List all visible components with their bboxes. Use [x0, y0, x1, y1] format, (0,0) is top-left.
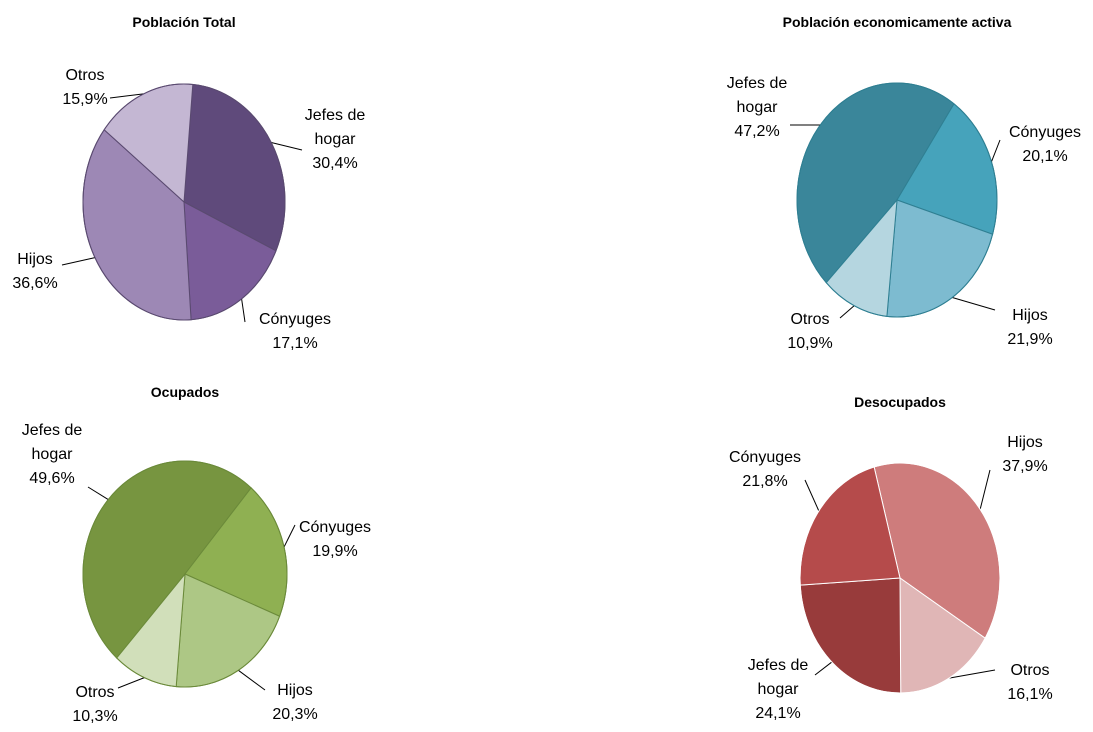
leader-line	[238, 669, 266, 691]
value-label: 20,3%	[272, 706, 318, 723]
chart-title: Ocupados	[150, 384, 220, 400]
value-label: 30,4%	[312, 155, 358, 172]
leader-line	[949, 669, 996, 679]
category-label: Cónyuges	[728, 449, 802, 466]
chart-title: Desocupados	[854, 394, 946, 410]
value-label: 10,9%	[787, 335, 833, 352]
leader-line	[979, 469, 991, 510]
category-label: Hijos	[277, 682, 313, 699]
leader-line	[61, 257, 96, 266]
chart-title: Población economicamente activa	[782, 14, 1012, 30]
category-label: Hijos	[1012, 307, 1048, 324]
category-label: Cónyuges	[298, 519, 372, 536]
value-label: 24,1%	[755, 705, 801, 722]
leader-line	[839, 305, 855, 319]
leader-line	[991, 139, 1001, 162]
slice-label: Hijos 20,3%	[253, 679, 337, 727]
category-label: Otros	[1010, 662, 1050, 679]
category-label: Jefes de hogar	[747, 657, 809, 698]
category-label: Otros	[75, 684, 115, 701]
value-label: 19,9%	[312, 543, 358, 560]
leader-line	[241, 298, 246, 323]
value-label: 36,6%	[12, 275, 58, 292]
value-label: 21,9%	[1007, 331, 1053, 348]
category-label: Hijos	[17, 251, 53, 268]
leader-line	[271, 142, 303, 151]
pie-outline	[799, 462, 1001, 694]
leader-line	[814, 661, 833, 676]
leader-line	[109, 93, 144, 99]
leader-line	[804, 479, 820, 512]
value-label: 17,1%	[272, 335, 318, 352]
slice-label: Jefes de hogar 30,4%	[293, 104, 377, 176]
leader-line	[952, 296, 996, 311]
value-label: 47,2%	[734, 123, 780, 140]
slice-label: Hijos 36,6%	[0, 248, 77, 296]
leader-line	[283, 524, 296, 548]
value-label: 16,1%	[1007, 686, 1053, 703]
category-label: Otros	[790, 311, 830, 328]
slice-label: Cónyuges 19,9%	[293, 516, 377, 564]
slice-label: Hijos 21,9%	[988, 304, 1072, 352]
value-label: 37,9%	[1002, 458, 1048, 475]
value-label: 10,3%	[72, 708, 118, 725]
value-label: 20,1%	[1022, 148, 1068, 165]
leader-line	[87, 486, 109, 501]
category-label: Cónyuges	[1008, 124, 1082, 141]
slice-label: Jefes de hogar 49,6%	[10, 419, 94, 491]
category-label: Jefes de hogar	[21, 422, 83, 463]
pie-outline	[82, 83, 286, 321]
slice-label: Otros 10,9%	[768, 308, 852, 356]
slice-label: Cónyuges 21,8%	[723, 446, 807, 494]
slice-label: Cónyuges 17,1%	[253, 308, 337, 356]
category-label: Jefes de hogar	[304, 107, 366, 148]
slice-label: Otros 10,3%	[53, 681, 137, 729]
slice-label: Hijos 37,9%	[983, 431, 1067, 479]
chart-title: Población Total	[132, 14, 236, 30]
category-label: Jefes de hogar	[726, 75, 788, 116]
slice-label: Otros 16,1%	[988, 659, 1072, 707]
category-label: Hijos	[1007, 434, 1043, 451]
value-label: 21,8%	[742, 473, 788, 490]
category-label: Otros	[65, 67, 105, 84]
value-label: 49,6%	[29, 470, 75, 487]
slice-label: Cónyuges 20,1%	[1003, 121, 1087, 169]
leader-line	[117, 677, 145, 689]
slice-label: Jefes de hogar 47,2%	[715, 72, 799, 144]
category-label: Cónyuges	[258, 311, 332, 328]
value-label: 15,9%	[62, 91, 108, 108]
pie-outline	[82, 460, 288, 688]
pie-outline	[796, 82, 998, 318]
slice-label: Jefes de hogar 24,1%	[736, 654, 820, 726]
slice-label: Otros 15,9%	[43, 64, 127, 112]
